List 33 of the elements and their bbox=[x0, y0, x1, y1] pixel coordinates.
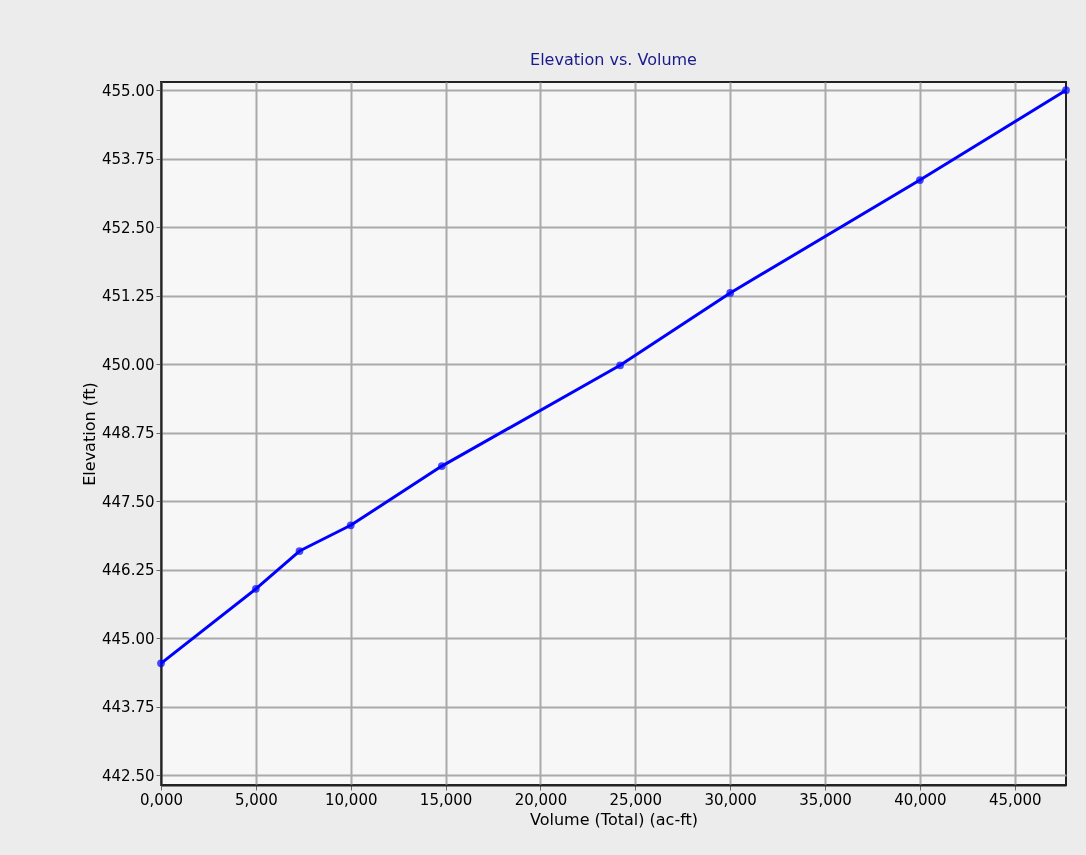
point bbox=[295, 547, 304, 555]
chart-title: Elevation vs. Volume bbox=[530, 50, 697, 69]
x-tick-label: 20,000 bbox=[514, 790, 568, 809]
y-tick-label: 453.75 bbox=[102, 150, 155, 169]
y-tick-label: 445.00 bbox=[102, 629, 155, 648]
y-tick-label: 442.50 bbox=[102, 766, 155, 785]
point bbox=[726, 289, 735, 297]
x-tick-label: 35,000 bbox=[799, 790, 852, 809]
x-tick-label: 40,000 bbox=[894, 790, 947, 809]
x-tick-label: 45,000 bbox=[989, 790, 1042, 809]
x-tick-label: 30,000 bbox=[704, 790, 757, 809]
y-tick-label: 443.75 bbox=[102, 698, 155, 717]
point bbox=[1062, 86, 1070, 95]
point bbox=[157, 659, 165, 668]
x-tick-label: 0,000 bbox=[140, 790, 183, 809]
point bbox=[346, 521, 355, 530]
point bbox=[616, 361, 625, 370]
y-tick-label: 450.00 bbox=[102, 355, 155, 374]
x-axis-title: Volume (Total) (ac-ft) bbox=[529, 809, 699, 829]
y-tick-label: 451.25 bbox=[102, 287, 155, 306]
point bbox=[916, 176, 924, 184]
y-tick-label: 446.25 bbox=[102, 561, 155, 580]
point bbox=[437, 462, 446, 470]
point bbox=[251, 584, 260, 593]
x-tick-label: 25,000 bbox=[609, 790, 663, 809]
y-tick-label: 452.50 bbox=[102, 218, 155, 237]
x-tick-label: 10,000 bbox=[324, 790, 378, 809]
y-tick-label: 455.00 bbox=[102, 81, 155, 100]
y-axis-title: Elevation (ft) bbox=[80, 382, 100, 486]
x-tick-label: 5,000 bbox=[234, 790, 278, 809]
x-tick-label: 15,000 bbox=[419, 790, 473, 809]
y-tick-label: 447.50 bbox=[102, 492, 155, 511]
y-tick-label: 448.75 bbox=[102, 424, 155, 443]
